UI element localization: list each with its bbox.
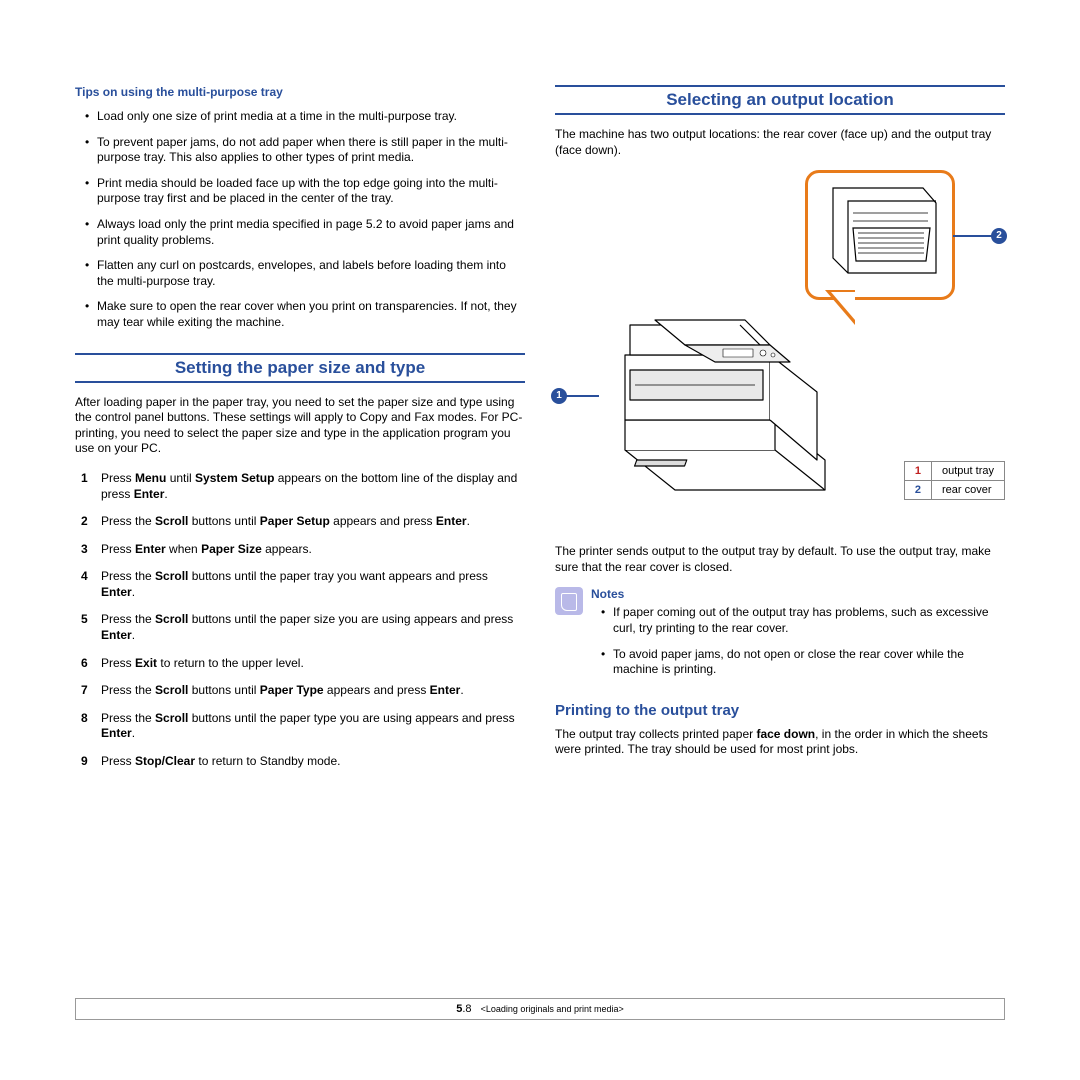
step-text: Press the Scroll buttons until Paper Set… (101, 514, 523, 540)
section-heading: Setting the paper size and type (75, 358, 525, 378)
notes-block: Notes If paper coming out of the output … (555, 587, 1005, 687)
step-row: 9Press Stop/Clear to return to Standby m… (77, 754, 523, 780)
figure-legend: 1 output tray 2 rear cover (904, 461, 1005, 500)
section-intro: The machine has two output locations: th… (555, 127, 1005, 158)
steps-list: 1Press Menu until System Setup appears o… (75, 469, 525, 782)
list-item: Make sure to open the rear cover when yo… (75, 299, 525, 330)
section-intro: After loading paper in the paper tray, y… (75, 395, 525, 457)
list-item: Flatten any curl on postcards, envelopes… (75, 258, 525, 289)
step-number: 8 (77, 711, 99, 752)
step-number: 7 (77, 683, 99, 709)
step-number: 1 (77, 471, 99, 512)
sub-heading: Printing to the output tray (555, 702, 1005, 719)
legend-number: 1 (904, 462, 931, 481)
step-number: 9 (77, 754, 99, 780)
step-row: 2Press the Scroll buttons until Paper Se… (77, 514, 523, 540)
callout-detail (805, 170, 955, 300)
legend-number: 2 (904, 481, 931, 500)
step-row: 6Press Exit to return to the upper level… (77, 656, 523, 682)
step-row: 5Press the Scroll buttons until the pape… (77, 612, 523, 653)
chapter-name: <Loading originals and print media> (481, 1004, 624, 1014)
notes-title: Notes (591, 587, 1005, 601)
step-number: 4 (77, 569, 99, 610)
step-number: 2 (77, 514, 99, 540)
sub-text: The output tray collects printed paper f… (555, 727, 1005, 758)
list-item: To prevent paper jams, do not add paper … (75, 135, 525, 166)
step-number: 3 (77, 542, 99, 568)
step-text: Press Enter when Paper Size appears. (101, 542, 523, 568)
note-icon (555, 587, 583, 615)
step-text: Press Menu until System Setup appears on… (101, 471, 523, 512)
page-footer: 5.8 <Loading originals and print media> (75, 998, 1005, 1020)
tips-list: Load only one size of print media at a t… (75, 109, 525, 331)
callout-leader-line (953, 235, 993, 237)
tips-heading: Tips on using the multi-purpose tray (75, 85, 525, 99)
section-heading: Selecting an output location (555, 90, 1005, 110)
marker-2: 2 (991, 228, 1007, 244)
notes-list: If paper coming out of the output tray h… (591, 605, 1005, 677)
page-number: .8 (462, 1003, 471, 1015)
printer-icon (595, 300, 855, 520)
list-item: Print media should be loaded face up wit… (75, 176, 525, 207)
right-column: Selecting an output location The machine… (555, 85, 1005, 782)
list-item: Load only one size of print media at a t… (75, 109, 525, 125)
notes-content: Notes If paper coming out of the output … (591, 587, 1005, 687)
step-row: 4Press the Scroll buttons until the pape… (77, 569, 523, 610)
legend-label: rear cover (932, 481, 1005, 500)
section-rule: Selecting an output location (555, 85, 1005, 115)
step-text: Press the Scroll buttons until the paper… (101, 711, 523, 752)
marker-1: 1 (551, 388, 567, 404)
after-figure-text: The printer sends output to the output t… (555, 544, 1005, 575)
step-row: 1Press Menu until System Setup appears o… (77, 471, 523, 512)
printer-figure: 2 (555, 170, 1005, 530)
step-text: Press the Scroll buttons until the paper… (101, 612, 523, 653)
step-row: 3Press Enter when Paper Size appears. (77, 542, 523, 568)
rear-cover-detail-icon (808, 173, 952, 297)
callout-leader-line (565, 395, 599, 397)
step-text: Press Stop/Clear to return to Standby mo… (101, 754, 523, 780)
step-number: 5 (77, 612, 99, 653)
step-text: Press the Scroll buttons until Paper Typ… (101, 683, 523, 709)
printer-illustration (595, 300, 855, 523)
legend-row: 1 output tray (904, 462, 1004, 481)
step-number: 6 (77, 656, 99, 682)
step-row: 7Press the Scroll buttons until Paper Ty… (77, 683, 523, 709)
list-item: Always load only the print media specifi… (75, 217, 525, 248)
step-text: Press Exit to return to the upper level. (101, 656, 523, 682)
left-column: Tips on using the multi-purpose tray Loa… (75, 85, 525, 782)
list-item: To avoid paper jams, do not open or clos… (591, 647, 1005, 678)
legend-row: 2 rear cover (904, 481, 1004, 500)
page-content: Tips on using the multi-purpose tray Loa… (0, 0, 1080, 782)
step-text: Press the Scroll buttons until the paper… (101, 569, 523, 610)
list-item: If paper coming out of the output tray h… (591, 605, 1005, 636)
legend-label: output tray (932, 462, 1005, 481)
section-rule: Setting the paper size and type (75, 353, 525, 383)
step-row: 8Press the Scroll buttons until the pape… (77, 711, 523, 752)
